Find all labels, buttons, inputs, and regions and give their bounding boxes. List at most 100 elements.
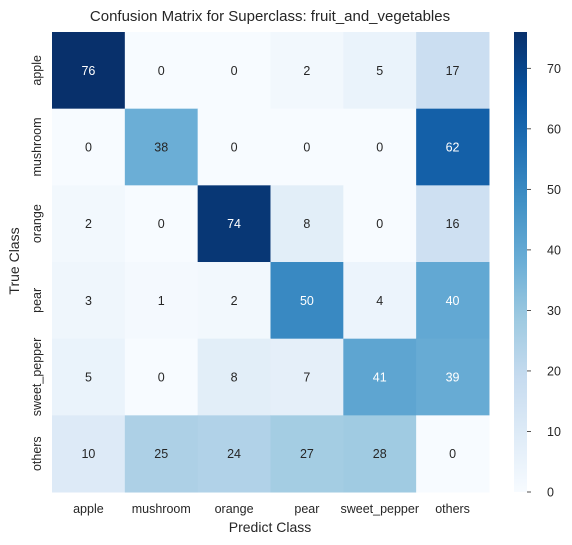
heatmap-cell <box>270 32 344 110</box>
cell-value-label: 2 <box>85 217 92 231</box>
heatmap-cell <box>270 415 344 493</box>
heatmap-cell <box>416 415 490 493</box>
heatmap-cell <box>124 415 199 493</box>
heatmap-cell <box>343 415 417 493</box>
colorbar-tick-label: 70 <box>547 62 561 76</box>
cell-value-label: 25 <box>154 447 168 461</box>
chart-title: Confusion Matrix for Superclass: fruit_a… <box>90 8 450 25</box>
cell-value-label: 4 <box>376 294 383 308</box>
colorbar-tick-label: 30 <box>547 304 561 318</box>
cell-value-label: 24 <box>227 447 241 461</box>
x-tick-labels: apple mushroom orange pear sweet_pepper other… <box>73 502 470 516</box>
heatmap-cell <box>270 108 344 186</box>
y-tick-label: pear <box>30 288 44 313</box>
cell-value-label: 38 <box>154 141 168 155</box>
y-tick-label: mushroom <box>30 117 44 176</box>
colorbar-tick-label: 60 <box>547 122 561 136</box>
cell-value-label: 8 <box>231 371 238 385</box>
y-tick-label: sweet_pepper <box>30 338 44 417</box>
heatmap-cell <box>343 32 417 110</box>
heatmap-cell <box>124 32 199 110</box>
heatmap-cell <box>124 338 199 416</box>
heatmap-cell <box>52 338 126 416</box>
y-tick-labels: apple mushroom orange pear sweet_pepperother… <box>30 55 44 471</box>
heatmap-cell <box>197 108 271 186</box>
cell-value-label: 0 <box>85 141 92 155</box>
x-axis-title: Predict Class <box>229 519 311 535</box>
cell-value-label: 62 <box>446 141 460 155</box>
y-axis-title: True Class <box>6 227 22 294</box>
cell-value-label: 2 <box>303 64 310 78</box>
heatmap-cell <box>416 32 490 110</box>
cell-value-label: 50 <box>300 294 314 308</box>
heatmap-cell <box>124 108 199 186</box>
colorbar-ticks: 0 10 20 30 40 50 60 70 <box>527 62 561 500</box>
cell-value-label: 2 <box>231 294 238 308</box>
y-tick-label: others <box>30 436 44 471</box>
heatmap-cell <box>124 185 199 263</box>
heatmap-cell <box>343 108 417 186</box>
heatmap-cell <box>52 415 126 493</box>
cell-value-label: 0 <box>449 447 456 461</box>
x-tick-label: orange <box>215 502 254 516</box>
cell-value-label: 27 <box>300 447 314 461</box>
cell-value-label: 8 <box>303 217 310 231</box>
cell-value-label: 0 <box>158 371 165 385</box>
colorbar-tick-label: 10 <box>547 425 561 439</box>
cell-value-label: 17 <box>446 64 460 78</box>
heatmap-cell <box>124 262 199 340</box>
colorbar-tick-label: 40 <box>547 243 561 257</box>
cell-value-label: 1 <box>158 294 165 308</box>
cell-value-label: 3 <box>85 294 92 308</box>
heatmap-cell <box>343 338 417 416</box>
cell-value-label: 39 <box>446 371 460 385</box>
cell-value-label: 0 <box>158 217 165 231</box>
heatmap-cell <box>416 108 490 186</box>
heatmap-cell <box>343 185 417 263</box>
heatmap-cell <box>52 32 126 110</box>
heatmap-cells: 76 0 0 2 5 170 38 0 0 0 622 0 74 8 0 163 1 2 50 4 405 0 8 7 41 39… <box>52 32 490 493</box>
heatmap-cell <box>270 185 344 263</box>
cell-value-label: 41 <box>373 371 387 385</box>
cell-value-label: 5 <box>376 64 383 78</box>
heatmap-cell <box>197 185 271 263</box>
cell-value-label: 7 <box>303 371 310 385</box>
cell-value-label: 74 <box>227 217 241 231</box>
cell-value-label: 0 <box>158 64 165 78</box>
cell-value-label: 0 <box>376 217 383 231</box>
cell-value-label: 10 <box>81 447 95 461</box>
cell-value-label: 0 <box>231 64 238 78</box>
cell-value-label: 40 <box>446 294 460 308</box>
x-tick-label: apple <box>73 502 104 516</box>
cell-value-label: 76 <box>81 64 95 78</box>
colorbar-tick-label: 20 <box>547 364 561 378</box>
heatmap-cell <box>197 415 271 493</box>
cell-value-label: 16 <box>446 217 460 231</box>
colorbar-tick-label: 50 <box>547 183 561 197</box>
heatmap-cell <box>52 185 126 263</box>
colorbar <box>514 32 527 492</box>
heatmap-cell <box>197 338 271 416</box>
y-tick-label: apple <box>30 55 44 86</box>
x-tick-label: pear <box>294 502 319 516</box>
cell-value-label: 28 <box>373 447 387 461</box>
heatmap-cell <box>416 338 490 416</box>
cell-value-label: 0 <box>303 141 310 155</box>
x-tick-label: others <box>435 502 470 516</box>
colorbar-tick-label: 0 <box>547 486 554 500</box>
heatmap-cell <box>52 262 126 340</box>
x-tick-label: sweet_pepper <box>340 502 419 516</box>
heatmap-cell <box>52 108 126 186</box>
heatmap-cell <box>270 338 344 416</box>
heatmap-cell <box>197 32 271 110</box>
heatmap-cell <box>343 262 417 340</box>
cell-value-label: 0 <box>231 141 238 155</box>
heatmap-cell <box>197 262 271 340</box>
heatmap-cell <box>416 262 490 340</box>
y-tick-label: orange <box>30 204 44 243</box>
cell-value-label: 5 <box>85 371 92 385</box>
cell-value-label: 0 <box>376 141 383 155</box>
x-tick-label: mushroom <box>132 502 191 516</box>
heatmap-cell <box>270 262 344 340</box>
